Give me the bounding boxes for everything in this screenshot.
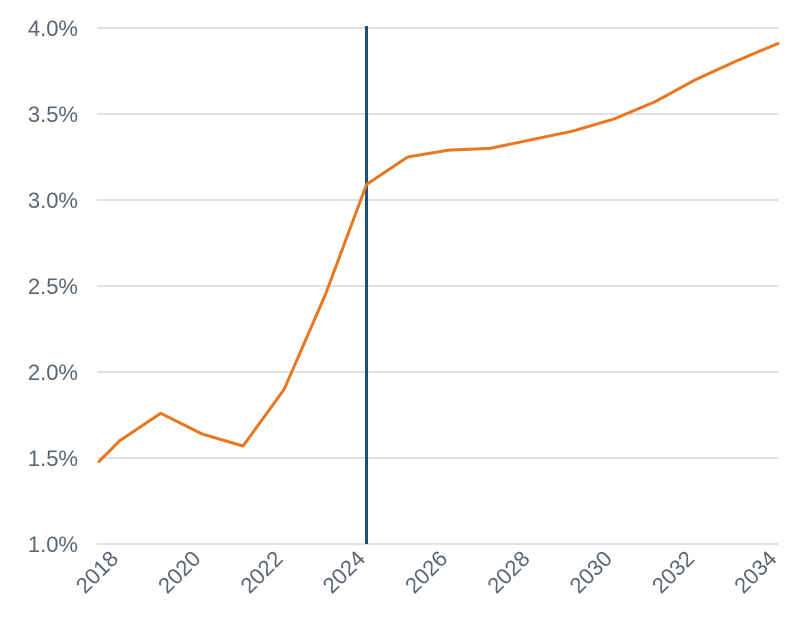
x-tick-label: 2032 <box>647 546 699 598</box>
y-tick-label: 2.0% <box>28 360 78 385</box>
series-layer <box>97 42 780 463</box>
y-tick-label: 3.0% <box>28 188 78 213</box>
x-tick-label: 2028 <box>482 546 534 598</box>
x-tick-label: 2030 <box>565 546 617 598</box>
x-axis-tick-labels: 2018 2020 2022 2024 2026 2028 2030 2032 2034 <box>71 546 782 598</box>
y-tick-label: 1.5% <box>28 446 78 471</box>
y-tick-label: 4.0% <box>28 16 78 41</box>
series-line <box>97 42 780 463</box>
x-tick-label: 2018 <box>71 546 123 598</box>
x-tick-label: 2024 <box>318 546 370 598</box>
gridlines <box>97 27 778 545</box>
x-tick-label: 2022 <box>235 546 287 598</box>
x-tick-label: 2026 <box>400 546 452 598</box>
y-tick-label: 3.5% <box>28 102 78 127</box>
y-axis-tick-labels: 1.0% 1.5% 2.0% 2.5% 3.0% 3.5% 4.0% <box>28 16 78 557</box>
x-tick-label: 2020 <box>153 546 205 598</box>
x-tick-label: 2034 <box>729 546 781 598</box>
y-tick-label: 2.5% <box>28 274 78 299</box>
y-tick-label: 1.0% <box>28 532 78 557</box>
